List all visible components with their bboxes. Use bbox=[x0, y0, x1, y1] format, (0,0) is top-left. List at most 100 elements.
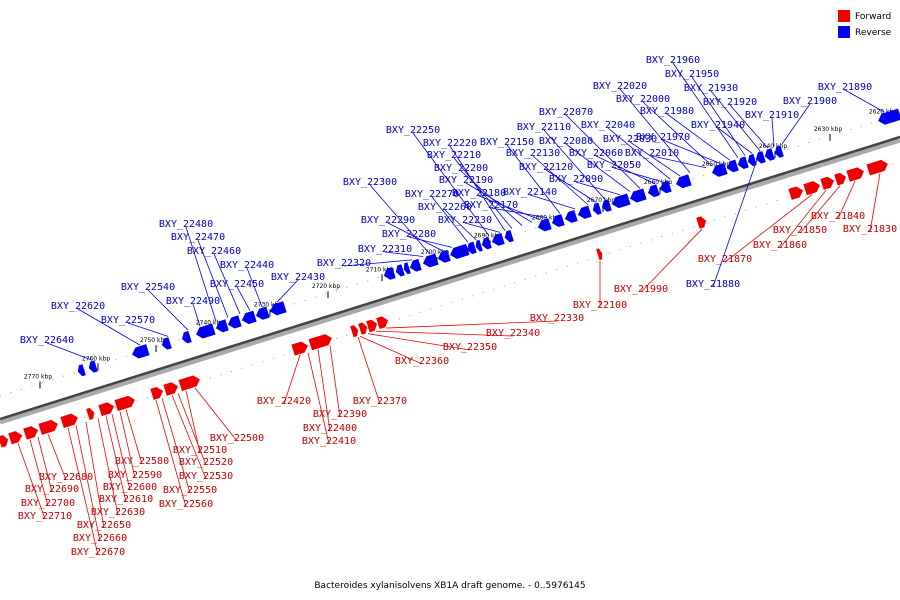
gene-label-text: BXY_22030 bbox=[603, 134, 657, 145]
gene-label: BXY_22260 bbox=[418, 202, 477, 241]
gene-label-text: BXY_21940 bbox=[691, 120, 745, 131]
gene-label: BXY_22010 bbox=[625, 148, 707, 169]
gene-label-text: BXY_21990 bbox=[614, 284, 668, 295]
gene-label: BXY_21990 bbox=[614, 228, 703, 295]
gene-label-text: BXY_22100 bbox=[573, 300, 627, 311]
tick-label: 2670 kbp bbox=[587, 197, 615, 204]
reverse-gene bbox=[422, 253, 439, 268]
gene-label-text: BXY_22310 bbox=[358, 244, 412, 255]
reverse-gene bbox=[601, 199, 612, 212]
gene-label-text: BXY_22550 bbox=[163, 485, 217, 496]
gene-label-text: BXY_22200 bbox=[434, 163, 488, 174]
gene-label: BXY_21840 bbox=[811, 180, 865, 222]
gene-label-text: BXY_22470 bbox=[171, 232, 225, 243]
reverse-gene bbox=[564, 210, 578, 223]
gene-label: BXY_22210 bbox=[427, 150, 513, 229]
gene-label-text: BXY_21840 bbox=[811, 211, 865, 222]
gene-label: BXY_22660 bbox=[73, 425, 127, 544]
reverse-gene bbox=[537, 218, 552, 232]
gene-label-text: BXY_22430 bbox=[271, 272, 325, 283]
gene-label-text: BXY_21830 bbox=[843, 224, 897, 235]
legend-reverse-label: Reverse bbox=[855, 28, 892, 38]
forward-gene bbox=[358, 322, 368, 335]
reverse-gene bbox=[747, 153, 757, 167]
tick-label: 2630 kbp bbox=[814, 126, 842, 133]
gene-label-text: BXY_22560 bbox=[159, 499, 213, 510]
backbone bbox=[0, 113, 900, 445]
forward-gene bbox=[291, 341, 308, 356]
tick-label: 2730 kbp bbox=[254, 301, 282, 308]
gene-label: BXY_22640 bbox=[20, 335, 93, 361]
gene-label-text: BXY_21890 bbox=[818, 82, 872, 93]
gene-label: BXY_22370 bbox=[353, 336, 407, 407]
gene-label-text: BXY_22020 bbox=[593, 81, 647, 92]
gene-label-text: BXY_22420 bbox=[257, 396, 311, 407]
forward-gene bbox=[8, 431, 23, 445]
gene-label: BXY_21830 bbox=[843, 173, 897, 235]
gene-label: BXY_22520 bbox=[177, 393, 233, 468]
gene-label-text: BXY_21950 bbox=[665, 69, 719, 80]
gene-label-text: BXY_22250 bbox=[386, 125, 440, 136]
gene-label-text: BXY_21870 bbox=[698, 254, 752, 265]
gene-label: BXY_22680 bbox=[39, 433, 93, 483]
reverse-gene bbox=[383, 267, 396, 280]
gene-label: BXY_22320 bbox=[317, 258, 413, 269]
gene-label-text: BXY_21920 bbox=[703, 97, 757, 108]
gene-label-text: BXY_22440 bbox=[220, 260, 274, 271]
forward-gene bbox=[696, 216, 707, 229]
legend-reverse-swatch bbox=[838, 26, 850, 38]
gene-label: BXY_22080 bbox=[539, 136, 631, 192]
forward-genes: BXY_21830BXY_21840BXY_21850BXY_21860BXY_… bbox=[0, 159, 897, 558]
tick-label: 2750 kbp bbox=[140, 337, 168, 344]
gene-label: BXY_22480 bbox=[159, 219, 217, 322]
gene-label-text: BXY_22060 bbox=[569, 148, 623, 159]
gene-label: BXY_22540 bbox=[121, 282, 189, 331]
gene-label: BXY_22310 bbox=[358, 244, 424, 257]
reverse-gene bbox=[764, 148, 775, 161]
reverse-gene bbox=[255, 306, 270, 320]
gene-label-text: BXY_21860 bbox=[753, 240, 807, 251]
gene-label-text: BXY_22220 bbox=[423, 138, 477, 149]
gene-label-text: BXY_22400 bbox=[303, 423, 357, 434]
reverse-gene bbox=[88, 360, 98, 373]
reverse-gene bbox=[227, 315, 242, 329]
gene-label-text: BXY_22480 bbox=[159, 219, 213, 230]
gene-label: BXY_21850 bbox=[773, 185, 841, 236]
gene-label: BXY_22100 bbox=[573, 261, 627, 311]
tick-label: 2710 kbp bbox=[366, 266, 394, 273]
reverse-gene bbox=[437, 249, 451, 263]
gene-label-text: BXY_22090 bbox=[549, 174, 603, 185]
gene-label-text: BXY_22520 bbox=[179, 457, 233, 468]
gene-label: BXY_22040 bbox=[581, 120, 671, 180]
reverse-gene bbox=[77, 364, 86, 377]
gene-label-text: BXY_22460 bbox=[187, 246, 241, 257]
gene-label-text: BXY_21910 bbox=[745, 110, 799, 121]
reverse-gene bbox=[774, 145, 784, 158]
gene-label: BXY_21970 bbox=[636, 132, 721, 164]
gene-label-text: BXY_21850 bbox=[773, 225, 827, 236]
gene-label: BXY_21880 bbox=[686, 150, 761, 290]
gene-label-text: BXY_22450 bbox=[210, 279, 264, 290]
reverse-gene bbox=[270, 301, 287, 316]
reverse-gene bbox=[878, 108, 900, 125]
tick-label: 2660 kbp bbox=[644, 179, 672, 186]
gene-label: BXY_22070 bbox=[539, 107, 641, 189]
reverse-gene bbox=[450, 243, 470, 259]
gene-label: BXY_22590 bbox=[108, 411, 162, 481]
gene-label-text: BXY_22530 bbox=[179, 471, 233, 482]
gene-label: BXY_21890 bbox=[818, 82, 885, 113]
gene-label-text: BXY_22660 bbox=[73, 533, 127, 544]
gene-label: BXY_22670 bbox=[67, 427, 125, 558]
gene-label: BXY_22690 bbox=[25, 436, 79, 495]
reverse-gene bbox=[181, 330, 192, 344]
forward-gene bbox=[86, 407, 95, 420]
reverse-gene bbox=[161, 337, 172, 350]
forward-gene bbox=[308, 334, 332, 351]
forward-gene bbox=[0, 435, 9, 448]
reverse-gene bbox=[481, 236, 492, 250]
gene-label: BXY_22000 bbox=[616, 94, 713, 167]
gene-label: BXY_22270 bbox=[405, 189, 469, 243]
gene-label: BXY_21950 bbox=[665, 69, 746, 156]
gene-label: BXY_22180 bbox=[452, 188, 541, 221]
